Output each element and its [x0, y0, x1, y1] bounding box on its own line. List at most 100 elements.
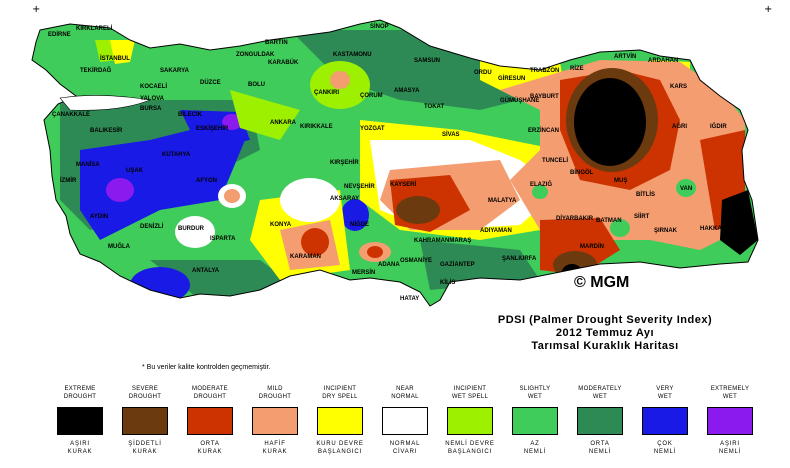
city-label: ARDAHAN [648, 58, 678, 64]
legend-color-swatch [382, 407, 428, 435]
legend-english-label: MODERATE DROUGHT [192, 386, 228, 400]
legend: EXTREME DROUGHT AŞIRI KURAK SEVERE DROUGHT… [50, 385, 770, 465]
city-label: SAMSUN [414, 58, 440, 64]
city-label: RİZE [570, 65, 584, 72]
city-label: MUŞ [614, 178, 627, 184]
city-label: YALOVA [140, 96, 165, 102]
legend-turkish-label: ORTA KURAK [197, 441, 223, 455]
city-label: MUĞLA [108, 242, 131, 250]
legend-english-label: INCIPIENT DRY SPELL [322, 386, 358, 400]
city-label: BARTIN [265, 40, 288, 46]
city-label: KIRKLARELİ [76, 25, 113, 32]
city-label: ARTVİN [614, 53, 636, 60]
city-label: BURDUR [178, 226, 205, 232]
legend-color-swatch [122, 407, 168, 435]
city-label: İZMİR [60, 177, 77, 184]
city-label: GAZİANTEP [440, 261, 475, 268]
city-label: ADANA [378, 262, 400, 268]
map-title: PDSI (Palmer Drought Severity Index) 201… [440, 314, 770, 353]
city-label: GİRESUN [498, 75, 525, 82]
legend-turkish-label: ORTA NEMLİ [588, 441, 612, 455]
legend-color-swatch [187, 407, 233, 435]
city-label: BİNGÖL [570, 169, 594, 176]
city-label: TRABZON [530, 68, 559, 74]
city-label: UŞAK [126, 168, 144, 174]
legend-item: EXTREME DROUGHT AŞIRI KURAK [50, 385, 110, 456]
city-label: BALIKESİR [90, 127, 123, 134]
city-label: BİTLİS [636, 191, 655, 198]
marmara-sea [59, 95, 152, 111]
legend-item: MILD DROUGHT HAFİF KURAK [245, 385, 305, 456]
city-label: BATMAN [596, 218, 622, 224]
legend-color-swatch [317, 407, 363, 435]
city-label: NİĞDE [350, 220, 369, 228]
city-label: AYDIN [90, 214, 108, 220]
city-label: ANKARA [270, 120, 297, 126]
city-label: KARABÜK [268, 59, 299, 66]
legend-turkish-label: ÇOK NEMLİ [653, 441, 677, 455]
legend-english-label: MILD DROUGHT [258, 386, 292, 400]
city-label: KIRIKKALE [300, 124, 333, 130]
quality-note: * Bu veriler kalite kontrolden geçmemişt… [142, 364, 271, 371]
city-label: KONYA [270, 222, 292, 228]
city-label: DÜZCE [200, 79, 221, 86]
copyright-label: © MGM [574, 274, 630, 291]
city-label: HAKKARİ [700, 225, 728, 232]
city-label: ANTALYA [192, 268, 220, 274]
city-label: KARS [670, 84, 687, 90]
city-label: BİLECİK [178, 111, 203, 118]
city-label: ŞANLIURFA [502, 256, 537, 262]
city-label: SAKARYA [160, 68, 190, 74]
city-label: ORDU [474, 70, 492, 76]
city-label: MERSİN [352, 269, 375, 276]
city-label: MALATYA [488, 198, 517, 204]
legend-item: NEAR NORMAL NORMAL CİVARI [375, 385, 435, 456]
province-labels: SİNOP KASTAMONU BARTIN ZONGULDAK KARABÜK… [48, 23, 728, 302]
city-label: AKSARAY [330, 196, 359, 202]
legend-item: SEVERE DROUGHT ŞİDDETLİ KURAK [115, 385, 175, 456]
city-label: ŞIRNAK [654, 228, 678, 234]
city-label: KARAMAN [290, 254, 321, 260]
legend-item: INCIPIENT WET SPELL NEMLİ DEVRE BAŞLANGIC… [440, 385, 500, 456]
country-outline [31, 19, 759, 307]
legend-color-swatch [707, 407, 753, 435]
city-label: ZONGULDAK [236, 52, 275, 58]
city-label: ÇORUM [360, 93, 383, 99]
legend-color-swatch [577, 407, 623, 435]
city-label: NEVŞEHİR [344, 183, 375, 190]
city-label: EDİRNE [48, 31, 71, 38]
legend-color-swatch [512, 407, 558, 435]
legend-item: MODERATE DROUGHT ORTA KURAK [180, 385, 240, 456]
city-label: ISPARTA [210, 236, 236, 242]
legend-english-label: VERY WET [656, 386, 674, 400]
city-label: KAHRAMANMARAŞ [414, 238, 471, 244]
city-label: KASTAMONU [333, 52, 372, 58]
legend-english-label: NEAR NORMAL [391, 386, 419, 400]
city-label: ÇANKIRI [314, 90, 339, 96]
city-label: KÜTAHYA [162, 151, 191, 158]
city-label: YOZGAT [360, 126, 385, 132]
city-label: GÜMÜŞHANE [500, 97, 539, 104]
drought-map: SİNOP KASTAMONU BARTIN ZONGULDAK KARABÜK… [31, 19, 759, 340]
city-label: TEKİRDAĞ [80, 66, 112, 74]
drought-zones [32, 20, 758, 306]
city-label: KOCAELİ [140, 83, 167, 90]
city-label: MARDİN [580, 243, 604, 250]
legend-color-swatch [642, 407, 688, 435]
legend-color-swatch [447, 407, 493, 435]
legend-english-label: SLIGHTLY WET [519, 386, 551, 400]
legend-english-label: SEVERE DROUGHT [128, 386, 162, 400]
city-label: ÇANAKKALE [52, 112, 90, 118]
city-label: DİYARBAKIR [556, 215, 594, 222]
city-label: IĞDIR [710, 122, 727, 130]
city-label: OSMANİYE [400, 257, 432, 264]
city-label: ELAZIĞ [530, 180, 552, 188]
legend-english-label: EXTREMELY WET [710, 386, 750, 400]
legend-turkish-label: AŞIRI NEMLİ [718, 441, 742, 455]
corner-mark-right: + [764, 4, 773, 15]
city-label: SİVAS [442, 131, 460, 138]
legend-color-swatch [252, 407, 298, 435]
corner-mark-left: + [32, 4, 41, 15]
city-label: TUNCELİ [542, 157, 568, 164]
